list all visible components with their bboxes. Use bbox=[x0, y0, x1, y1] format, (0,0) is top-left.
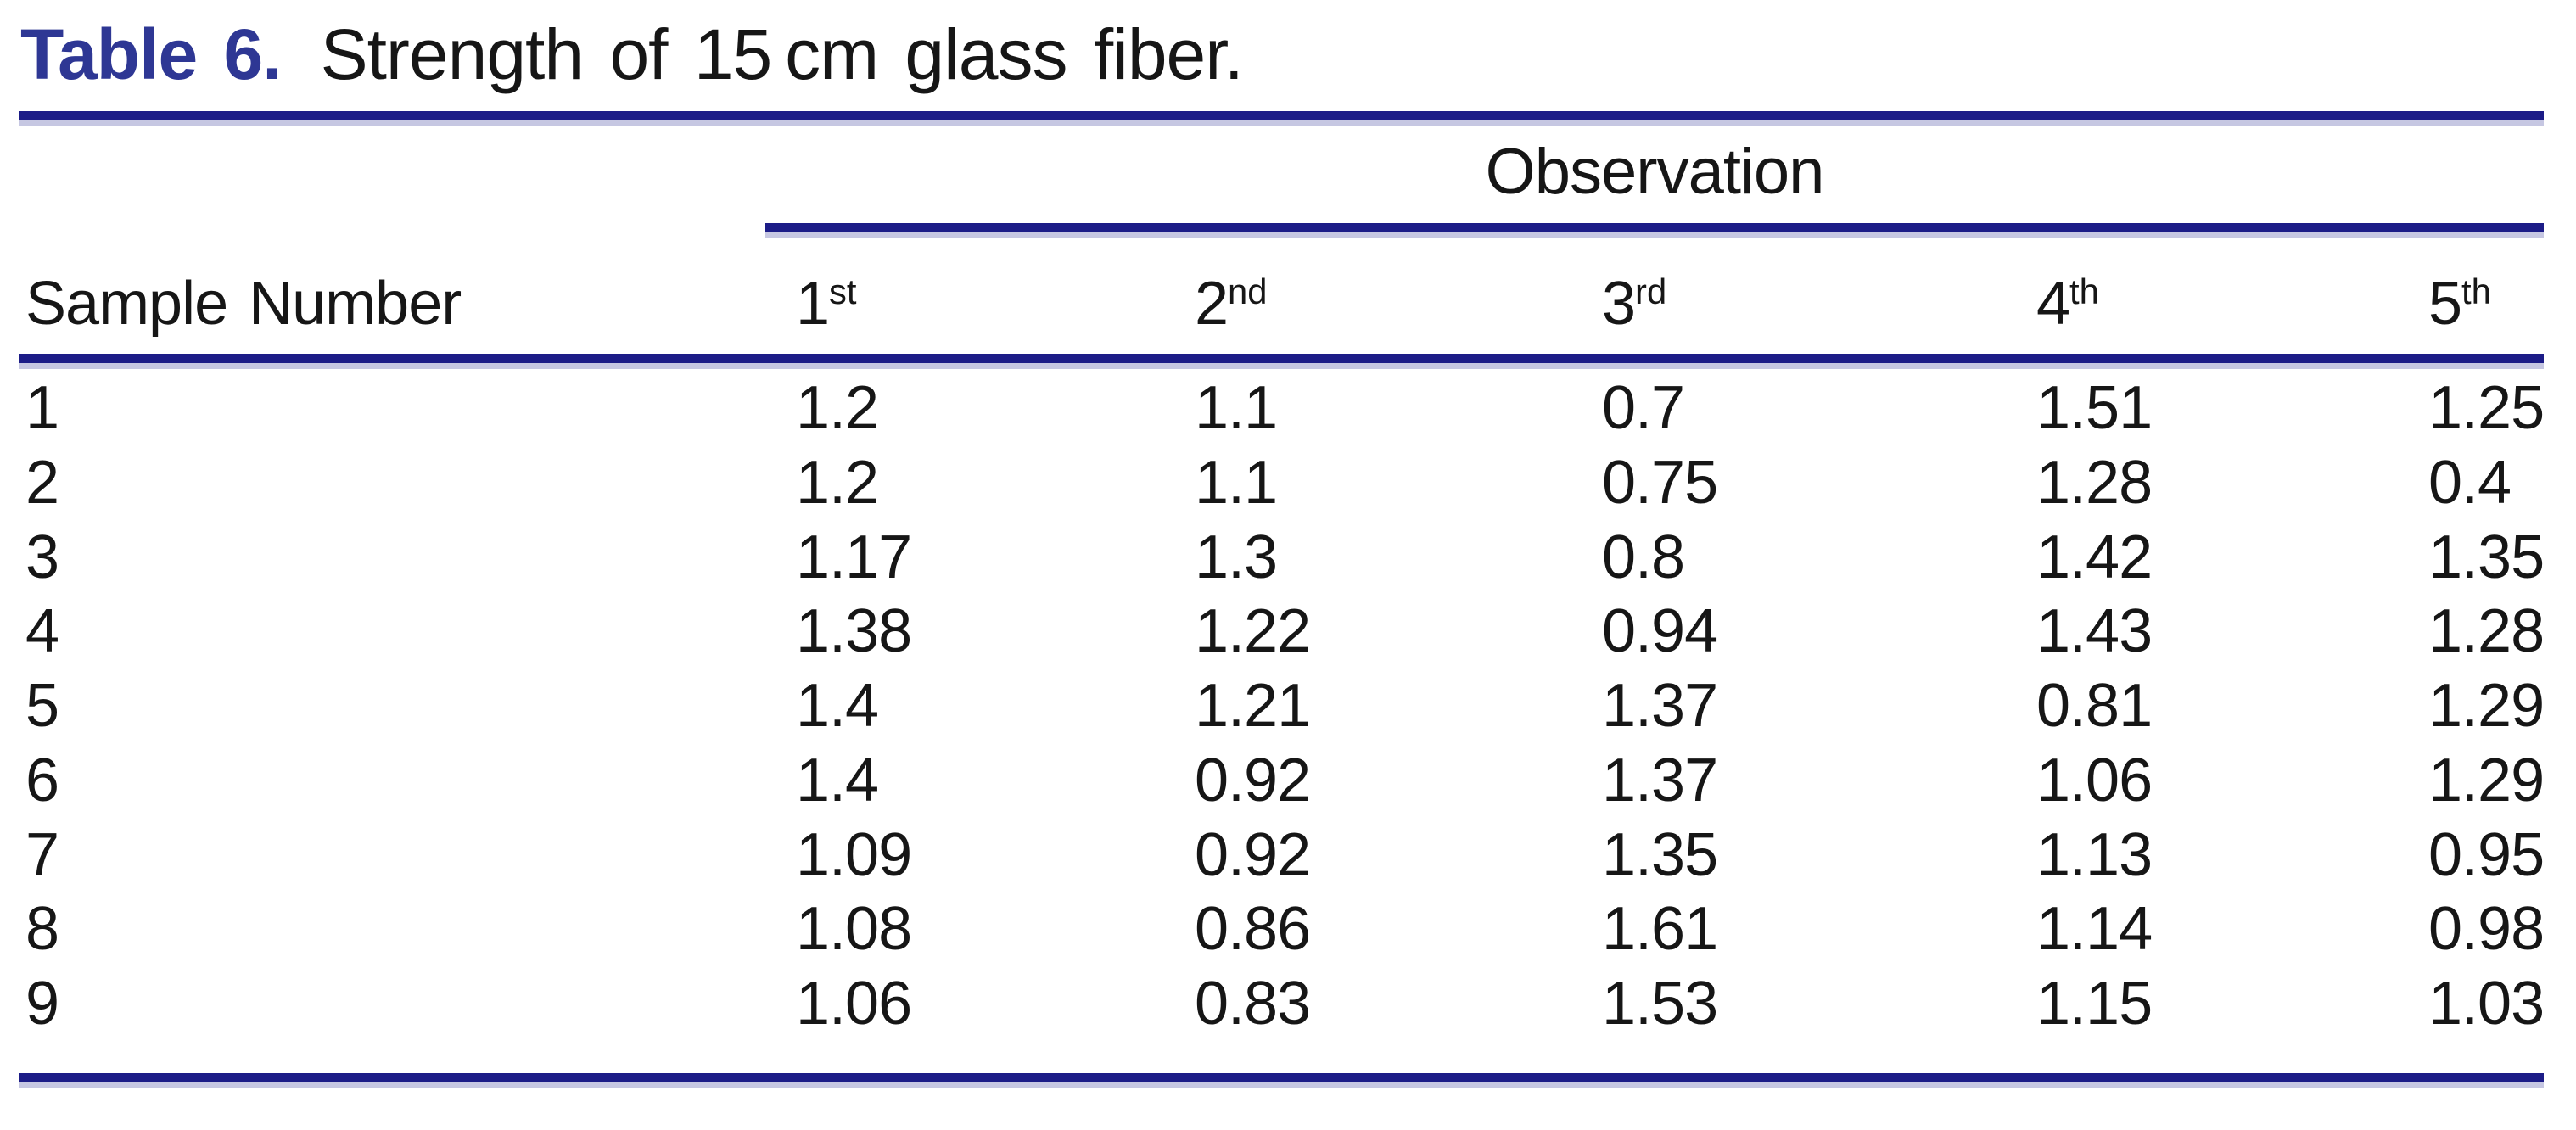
observation-value: 1.2 bbox=[796, 374, 879, 442]
observation-value: 1.14 bbox=[2036, 895, 2153, 964]
observation-value: 1.2 bbox=[796, 448, 879, 517]
table-number-label: Table 6. bbox=[20, 14, 283, 94]
table-caption: Table 6. Strength of 15 cm glass fiber. bbox=[20, 19, 1244, 90]
bottom-rule bbox=[19, 1073, 2544, 1088]
observation-value: 1.37 bbox=[1602, 746, 1718, 814]
observation-value: 0.7 bbox=[1602, 374, 1685, 442]
observation-value: 1.43 bbox=[2036, 597, 2153, 666]
column-header-2: 2nd bbox=[1195, 273, 1602, 334]
table-body: 1 1.2 1.1 0.7 1.51 1.25 2 1.2 1.1 0.75 1… bbox=[19, 374, 2545, 1048]
column-header-number: 5 bbox=[2428, 270, 2462, 338]
observation-value: 1.3 bbox=[1195, 523, 1278, 591]
observation-value: 1.37 bbox=[1602, 672, 1718, 740]
observation-value: 1.61 bbox=[1602, 895, 1718, 964]
observation-value: 1.08 bbox=[796, 895, 912, 964]
column-header-3: 3rd bbox=[1602, 273, 2036, 334]
column-header-5: 5th bbox=[2428, 273, 2544, 334]
observation-value: 1.28 bbox=[2036, 448, 2153, 517]
observation-value: 1.29 bbox=[2428, 672, 2545, 740]
sample-number: 3 bbox=[25, 523, 59, 591]
observation-value: 1.09 bbox=[796, 820, 912, 889]
observation-value: 1.35 bbox=[2428, 523, 2545, 591]
observation-value: 1.4 bbox=[796, 746, 879, 814]
table-caption-text: Strength of 15 cm glass fiber. bbox=[320, 14, 1244, 94]
observation-value: 1.22 bbox=[1195, 597, 1311, 666]
observation-value: 0.8 bbox=[1602, 523, 1685, 591]
column-header-4: 4th bbox=[2036, 273, 2428, 334]
header-rule bbox=[19, 354, 2544, 369]
sample-number: 8 bbox=[25, 895, 59, 964]
sample-number: 9 bbox=[25, 970, 59, 1038]
observation-value: 1.1 bbox=[1195, 374, 1278, 442]
observation-value: 1.06 bbox=[796, 970, 912, 1038]
column-header-number: 4 bbox=[2036, 270, 2070, 338]
observation-value: 1.06 bbox=[2036, 746, 2153, 814]
sample-number: 2 bbox=[25, 448, 59, 517]
sample-number: 1 bbox=[25, 374, 59, 442]
column-header-number: 2 bbox=[1195, 270, 1229, 338]
column-header-1: 1st bbox=[796, 273, 1195, 334]
sample-number: 5 bbox=[25, 672, 59, 740]
observation-value: 1.53 bbox=[1602, 970, 1718, 1038]
column-header-number: 3 bbox=[1602, 270, 1636, 338]
observation-value: 0.92 bbox=[1195, 746, 1311, 814]
observation-value: 1.29 bbox=[2428, 746, 2545, 814]
observation-value: 0.81 bbox=[2036, 672, 2153, 740]
row-header-label: Sample Number bbox=[25, 270, 462, 338]
sample-number: 7 bbox=[25, 820, 59, 889]
observation-value: 0.4 bbox=[2428, 448, 2512, 517]
observation-value: 0.95 bbox=[2428, 820, 2545, 889]
column-header-ordinal-suffix: nd bbox=[1228, 271, 1268, 311]
observation-value: 1.17 bbox=[796, 523, 912, 591]
observation-value: 1.4 bbox=[796, 672, 879, 740]
observation-value: 1.51 bbox=[2036, 374, 2153, 442]
column-header-ordinal-suffix: rd bbox=[1635, 271, 1667, 311]
column-header-number: 1 bbox=[796, 270, 830, 338]
observation-value: 1.28 bbox=[2428, 597, 2545, 666]
observation-value: 1.25 bbox=[2428, 374, 2545, 442]
observation-value: 0.98 bbox=[2428, 895, 2545, 964]
observation-value: 1.35 bbox=[1602, 820, 1718, 889]
observation-value: 1.38 bbox=[796, 597, 912, 666]
observation-value: 1.1 bbox=[1195, 448, 1278, 517]
caption-rule bbox=[19, 111, 2544, 126]
observation-value: 0.92 bbox=[1195, 820, 1311, 889]
sample-number: 4 bbox=[25, 597, 59, 666]
observation-value: 0.94 bbox=[1602, 597, 1718, 666]
observation-value: 1.42 bbox=[2036, 523, 2153, 591]
column-header-ordinal-suffix: th bbox=[2461, 271, 2491, 311]
sample-number: 6 bbox=[25, 746, 59, 814]
column-header-ordinal-suffix: st bbox=[829, 271, 857, 311]
observation-value: 0.86 bbox=[1195, 895, 1311, 964]
observation-value: 1.21 bbox=[1195, 672, 1311, 740]
observation-group-header: Observation bbox=[1485, 136, 1825, 208]
column-header-ordinal-suffix: th bbox=[2069, 271, 2099, 311]
observation-spanner-rule bbox=[765, 223, 2544, 238]
observation-value: 1.13 bbox=[2036, 820, 2153, 889]
observation-value: 1.15 bbox=[2036, 970, 2153, 1038]
observation-value: 0.75 bbox=[1602, 448, 1718, 517]
observation-value: 1.03 bbox=[2428, 970, 2545, 1038]
column-header-row: Sample Number 1st 2nd 3rd 4th 5th bbox=[19, 273, 2544, 334]
observation-value: 0.83 bbox=[1195, 970, 1311, 1038]
